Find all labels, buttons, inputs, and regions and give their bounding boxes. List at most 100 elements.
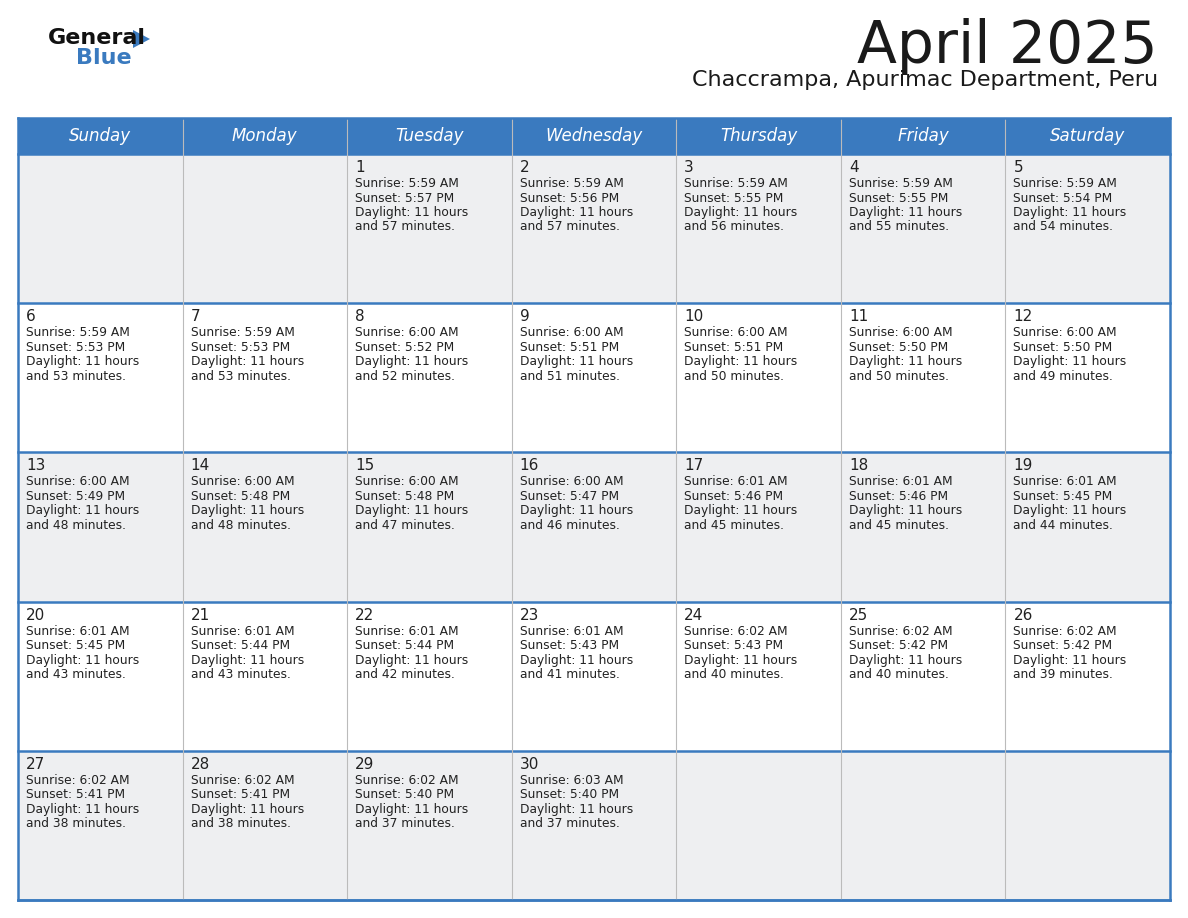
Text: and 53 minutes.: and 53 minutes. [190,370,291,383]
Text: and 38 minutes.: and 38 minutes. [190,817,291,830]
Text: Sunrise: 6:02 AM: Sunrise: 6:02 AM [355,774,459,787]
Text: Daylight: 11 hours: Daylight: 11 hours [355,803,468,816]
Text: and 44 minutes.: and 44 minutes. [1013,519,1113,532]
Bar [18,154,1170,303]
Text: Sunset: 5:51 PM: Sunset: 5:51 PM [519,341,619,353]
Text: Sunset: 5:54 PM: Sunset: 5:54 PM [1013,192,1113,205]
Text: Sunset: 5:44 PM: Sunset: 5:44 PM [355,639,454,652]
Text: Daylight: 11 hours: Daylight: 11 hours [519,654,633,666]
Text: Daylight: 11 hours: Daylight: 11 hours [684,504,797,518]
Text: 8: 8 [355,309,365,324]
Text: and 50 minutes.: and 50 minutes. [849,370,949,383]
Text: Sunrise: 6:00 AM: Sunrise: 6:00 AM [355,476,459,488]
Text: Sunrise: 5:59 AM: Sunrise: 5:59 AM [355,177,459,190]
Text: Daylight: 11 hours: Daylight: 11 hours [26,803,139,816]
Text: Sunset: 5:46 PM: Sunset: 5:46 PM [684,490,783,503]
Text: Daylight: 11 hours: Daylight: 11 hours [849,654,962,666]
Text: Daylight: 11 hours: Daylight: 11 hours [1013,206,1126,219]
Text: Sunset: 5:41 PM: Sunset: 5:41 PM [190,789,290,801]
Text: Friday: Friday [897,127,949,145]
Text: 12: 12 [1013,309,1032,324]
Text: Daylight: 11 hours: Daylight: 11 hours [684,355,797,368]
Text: General: General [48,28,146,48]
Text: 15: 15 [355,458,374,474]
Text: Sunrise: 6:00 AM: Sunrise: 6:00 AM [519,476,624,488]
Text: Daylight: 11 hours: Daylight: 11 hours [355,654,468,666]
Text: Sunrise: 6:00 AM: Sunrise: 6:00 AM [684,326,788,339]
Text: Sunrise: 5:59 AM: Sunrise: 5:59 AM [1013,177,1117,190]
Text: Daylight: 11 hours: Daylight: 11 hours [26,504,139,518]
Text: 14: 14 [190,458,210,474]
Text: and 37 minutes.: and 37 minutes. [519,817,620,830]
Text: 26: 26 [1013,608,1032,622]
Bar [18,118,1170,154]
Text: Sunset: 5:50 PM: Sunset: 5:50 PM [1013,341,1113,353]
Text: Sunrise: 6:01 AM: Sunrise: 6:01 AM [355,624,459,638]
Text: Sunset: 5:40 PM: Sunset: 5:40 PM [355,789,454,801]
Text: Sunset: 5:53 PM: Sunset: 5:53 PM [190,341,290,353]
Text: Daylight: 11 hours: Daylight: 11 hours [849,504,962,518]
Text: and 54 minutes.: and 54 minutes. [1013,220,1113,233]
Polygon shape [133,30,150,48]
Text: Daylight: 11 hours: Daylight: 11 hours [519,803,633,816]
Text: Sunset: 5:42 PM: Sunset: 5:42 PM [849,639,948,652]
Text: Sunset: 5:53 PM: Sunset: 5:53 PM [26,341,125,353]
Text: Sunrise: 5:59 AM: Sunrise: 5:59 AM [849,177,953,190]
Text: and 37 minutes.: and 37 minutes. [355,817,455,830]
Text: Daylight: 11 hours: Daylight: 11 hours [1013,355,1126,368]
Text: Daylight: 11 hours: Daylight: 11 hours [355,504,468,518]
Text: Sunrise: 5:59 AM: Sunrise: 5:59 AM [684,177,788,190]
Text: 17: 17 [684,458,703,474]
Text: and 50 minutes.: and 50 minutes. [684,370,784,383]
Text: Tuesday: Tuesday [396,127,463,145]
Text: Sunday: Sunday [69,127,132,145]
Text: Sunset: 5:55 PM: Sunset: 5:55 PM [684,192,784,205]
Text: Daylight: 11 hours: Daylight: 11 hours [190,803,304,816]
Text: Sunrise: 6:00 AM: Sunrise: 6:00 AM [849,326,953,339]
Text: Sunrise: 6:03 AM: Sunrise: 6:03 AM [519,774,624,787]
Text: Sunset: 5:52 PM: Sunset: 5:52 PM [355,341,454,353]
Text: Daylight: 11 hours: Daylight: 11 hours [190,355,304,368]
Text: Sunset: 5:56 PM: Sunset: 5:56 PM [519,192,619,205]
Text: Sunset: 5:51 PM: Sunset: 5:51 PM [684,341,784,353]
Text: Daylight: 11 hours: Daylight: 11 hours [355,355,468,368]
Text: Sunrise: 6:02 AM: Sunrise: 6:02 AM [849,624,953,638]
Bar [18,453,1170,601]
Text: Daylight: 11 hours: Daylight: 11 hours [1013,504,1126,518]
Text: 21: 21 [190,608,210,622]
Text: 13: 13 [26,458,45,474]
Text: Sunrise: 6:00 AM: Sunrise: 6:00 AM [26,476,129,488]
Bar [18,303,1170,453]
Text: 24: 24 [684,608,703,622]
Text: and 51 minutes.: and 51 minutes. [519,370,620,383]
Text: 19: 19 [1013,458,1032,474]
Text: and 45 minutes.: and 45 minutes. [684,519,784,532]
Text: Daylight: 11 hours: Daylight: 11 hours [355,206,468,219]
Text: 27: 27 [26,756,45,772]
Text: Sunrise: 6:02 AM: Sunrise: 6:02 AM [1013,624,1117,638]
Text: Daylight: 11 hours: Daylight: 11 hours [519,355,633,368]
Text: Sunrise: 6:01 AM: Sunrise: 6:01 AM [684,476,788,488]
Text: Sunrise: 5:59 AM: Sunrise: 5:59 AM [519,177,624,190]
Text: and 38 minutes.: and 38 minutes. [26,817,126,830]
Text: 29: 29 [355,756,374,772]
Text: 25: 25 [849,608,868,622]
Text: and 43 minutes.: and 43 minutes. [26,668,126,681]
Text: 10: 10 [684,309,703,324]
Text: 7: 7 [190,309,201,324]
Text: Monday: Monday [232,127,298,145]
Text: Sunrise: 6:01 AM: Sunrise: 6:01 AM [26,624,129,638]
Text: Sunrise: 6:00 AM: Sunrise: 6:00 AM [355,326,459,339]
Text: Sunrise: 6:01 AM: Sunrise: 6:01 AM [849,476,953,488]
Text: Daylight: 11 hours: Daylight: 11 hours [684,654,797,666]
Text: and 55 minutes.: and 55 minutes. [849,220,949,233]
Text: and 49 minutes.: and 49 minutes. [1013,370,1113,383]
Text: Sunset: 5:45 PM: Sunset: 5:45 PM [1013,490,1113,503]
Text: 20: 20 [26,608,45,622]
Text: Daylight: 11 hours: Daylight: 11 hours [684,206,797,219]
Text: Sunset: 5:46 PM: Sunset: 5:46 PM [849,490,948,503]
Text: and 40 minutes.: and 40 minutes. [684,668,784,681]
Text: Sunset: 5:44 PM: Sunset: 5:44 PM [190,639,290,652]
Text: and 42 minutes.: and 42 minutes. [355,668,455,681]
Text: and 53 minutes.: and 53 minutes. [26,370,126,383]
